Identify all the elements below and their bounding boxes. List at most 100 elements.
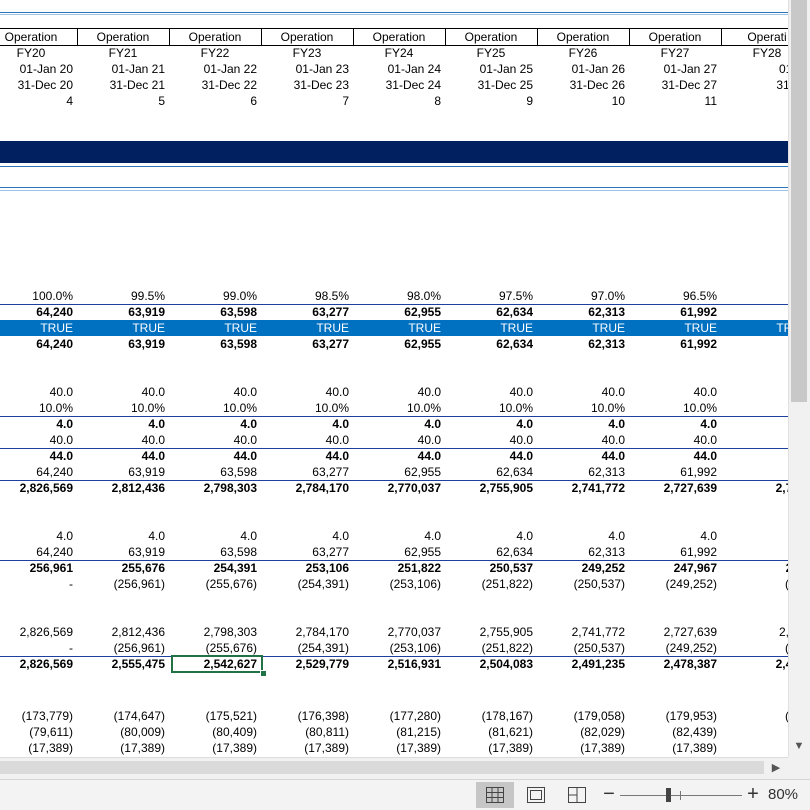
table-cell[interactable]: 62,955 (404, 337, 441, 351)
table-cell[interactable]: 61,992 (680, 337, 717, 351)
start-date-cell[interactable]: 01-Jan 22 (203, 62, 257, 76)
operation-header-cell[interactable]: Operation (648, 30, 702, 44)
table-cell[interactable]: 4.0 (516, 529, 533, 543)
table-cell[interactable]: 10.0% (498, 401, 533, 415)
end-date-cell[interactable]: 31-Dec 27 (661, 78, 717, 92)
table-cell[interactable]: 2,465, (775, 657, 788, 671)
table-cell[interactable]: (80,811) (305, 725, 349, 739)
zoom-in-button[interactable]: + (747, 783, 759, 805)
flag-cell[interactable]: TRUE (132, 321, 165, 335)
fiscal-year-cell[interactable]: FY21 (108, 46, 138, 60)
table-cell[interactable]: 40.0 (141, 433, 165, 447)
scroll-right-arrow-icon[interactable]: ▶ (771, 762, 781, 774)
table-cell[interactable]: (17,389) (120, 741, 165, 755)
table-cell[interactable]: 63,919 (128, 305, 165, 319)
table-cell[interactable]: (249,252) (665, 641, 717, 655)
table-cell[interactable]: 2,755,905 (479, 481, 533, 495)
table-cell[interactable]: (17,389) (580, 741, 625, 755)
table-cell[interactable]: 4.0 (424, 529, 441, 543)
table-cell[interactable]: 40.0 (601, 385, 625, 399)
period-number-cell[interactable]: 7 (342, 94, 349, 108)
table-cell[interactable]: 2,555,475 (111, 657, 165, 671)
table-cell[interactable]: 2,713, (775, 481, 788, 495)
table-cell[interactable]: 63,277 (312, 305, 349, 319)
table-cell[interactable]: 4.0 (608, 417, 625, 431)
table-cell[interactable]: (255,676) (205, 641, 257, 655)
fill-handle[interactable] (260, 670, 267, 677)
start-date-cell[interactable]: 01-Jan 21 (111, 62, 165, 76)
table-cell[interactable]: 63,598 (220, 465, 257, 479)
table-cell[interactable]: (82 (721, 724, 788, 740)
table-cell[interactable]: (250,537) (573, 641, 625, 655)
period-number-cell[interactable]: 4 (66, 94, 73, 108)
flag-cell[interactable]: TRUE (40, 321, 73, 335)
table-cell[interactable]: (247 (721, 640, 788, 656)
table-cell[interactable]: 2,713 (778, 625, 788, 639)
table-cell[interactable]: 64,240 (36, 337, 73, 351)
table-cell[interactable]: (254,391) (297, 641, 349, 655)
table-cell[interactable]: 4.0 (56, 417, 73, 431)
table-cell[interactable]: 62,634 (496, 465, 533, 479)
operation-header-cell[interactable]: Operation (556, 30, 610, 44)
table-cell[interactable]: 40.0 (509, 433, 533, 447)
table-cell[interactable]: (247 (721, 576, 788, 592)
table-cell[interactable]: 2,478,387 (663, 657, 717, 671)
page-break-view-button[interactable] (558, 782, 596, 808)
operation-header-cell[interactable]: Operation (188, 30, 242, 44)
table-cell[interactable]: 40.0 (325, 385, 349, 399)
fiscal-year-cell[interactable]: FY23 (292, 46, 322, 60)
table-cell[interactable]: (251,822) (481, 577, 533, 591)
table-cell[interactable]: 250,537 (489, 561, 533, 575)
table-cell[interactable]: 98.5% (314, 289, 349, 303)
table-cell[interactable] (721, 432, 788, 448)
table-cell[interactable]: 2,741,772 (571, 481, 625, 495)
table-cell[interactable]: 44.0 (233, 449, 257, 463)
table-cell[interactable]: 2,826,569 (19, 657, 73, 671)
table-cell[interactable]: 99.5% (130, 289, 165, 303)
table-cell[interactable]: 4.0 (700, 529, 717, 543)
fiscal-year-cell[interactable]: FY22 (200, 46, 230, 60)
zoom-slider[interactable] (620, 795, 742, 796)
table-cell[interactable] (721, 384, 788, 400)
table-cell[interactable]: 63,598 (220, 337, 257, 351)
table-cell[interactable]: 10.0% (38, 401, 73, 415)
table-cell[interactable]: 62,955 (404, 305, 441, 319)
table-cell[interactable]: 99.0% (222, 289, 257, 303)
table-cell[interactable]: 96 (721, 288, 788, 304)
table-cell[interactable] (721, 416, 788, 432)
spreadsheet-grid[interactable]: Operation Operation Operation Operation Oper… (0, 0, 788, 757)
table-cell[interactable]: 44.0 (49, 449, 73, 463)
table-cell[interactable]: 10.0% (406, 401, 441, 415)
table-cell[interactable]: 2,516,931 (387, 657, 441, 671)
table-cell[interactable]: (179,058) (573, 709, 625, 723)
table-cell[interactable]: (179,953) (665, 709, 717, 723)
table-cell[interactable]: 4 (721, 448, 788, 464)
table-cell[interactable]: 40.0 (49, 433, 73, 447)
table-cell[interactable]: 2,504,083 (479, 657, 533, 671)
end-date-cell[interactable]: 31-Dec 21 (109, 78, 165, 92)
table-cell[interactable]: 62,634 (496, 337, 533, 351)
table-cell[interactable]: 98.0% (406, 289, 441, 303)
table-cell[interactable]: (249,252) (665, 577, 717, 591)
table-cell[interactable]: (180 (721, 708, 788, 724)
table-cell[interactable]: 63,277 (312, 545, 349, 559)
table-cell[interactable]: 254,391 (213, 561, 257, 575)
table-cell[interactable]: 63,919 (128, 465, 165, 479)
table-cell[interactable]: 63,277 (312, 465, 349, 479)
table-cell[interactable]: 64,240 (36, 305, 73, 319)
table-cell[interactable]: 4.0 (332, 529, 349, 543)
table-cell[interactable]: 4.0 (608, 529, 625, 543)
table-cell[interactable]: 61, (721, 336, 788, 352)
table-cell[interactable]: 2,812,436 (111, 481, 165, 495)
table-cell[interactable]: (17 (721, 740, 788, 756)
flag-cell[interactable]: TRUE (684, 321, 717, 335)
end-date-cell[interactable]: 31-Dec 23 (293, 78, 349, 92)
table-cell[interactable]: 63,598 (220, 545, 257, 559)
table-cell[interactable]: 40.0 (325, 433, 349, 447)
table-cell[interactable]: (175,521) (205, 709, 257, 723)
table-cell[interactable]: 63,919 (128, 337, 165, 351)
table-cell[interactable]: 10.0% (130, 401, 165, 415)
table-cell[interactable]: 61,992 (680, 465, 717, 479)
table-cell[interactable]: 2,826,569 (19, 481, 73, 495)
table-cell[interactable]: 62,313 (588, 305, 625, 319)
